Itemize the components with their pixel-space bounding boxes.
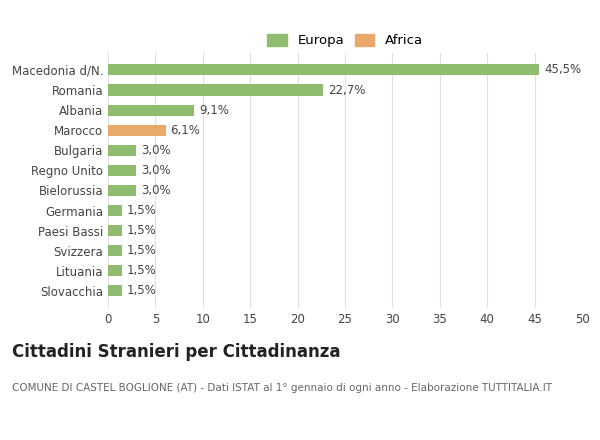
Text: 3,0%: 3,0% <box>141 144 171 157</box>
Bar <box>108 225 122 236</box>
Bar <box>108 286 122 297</box>
Text: 1,5%: 1,5% <box>127 284 157 297</box>
Text: 1,5%: 1,5% <box>127 224 157 237</box>
Text: 3,0%: 3,0% <box>141 164 171 177</box>
Text: 6,1%: 6,1% <box>170 124 200 137</box>
Legend: Europa, Africa: Europa, Africa <box>264 31 426 50</box>
Text: Cittadini Stranieri per Cittadinanza: Cittadini Stranieri per Cittadinanza <box>12 343 341 361</box>
Text: 1,5%: 1,5% <box>127 204 157 217</box>
Bar <box>108 265 122 276</box>
Bar <box>108 145 136 156</box>
Text: COMUNE DI CASTEL BOGLIONE (AT) - Dati ISTAT al 1° gennaio di ogni anno - Elabora: COMUNE DI CASTEL BOGLIONE (AT) - Dati IS… <box>12 383 552 393</box>
Bar <box>108 185 136 196</box>
Bar <box>108 84 323 95</box>
Text: 45,5%: 45,5% <box>544 63 581 77</box>
Bar <box>108 165 136 176</box>
Text: 22,7%: 22,7% <box>328 84 365 96</box>
Bar <box>108 125 166 136</box>
Bar <box>108 205 122 216</box>
Text: 1,5%: 1,5% <box>127 264 157 277</box>
Text: 1,5%: 1,5% <box>127 244 157 257</box>
Text: 9,1%: 9,1% <box>199 103 229 117</box>
Bar <box>108 245 122 256</box>
Bar <box>108 105 194 116</box>
Bar <box>108 64 539 75</box>
Text: 3,0%: 3,0% <box>141 184 171 197</box>
